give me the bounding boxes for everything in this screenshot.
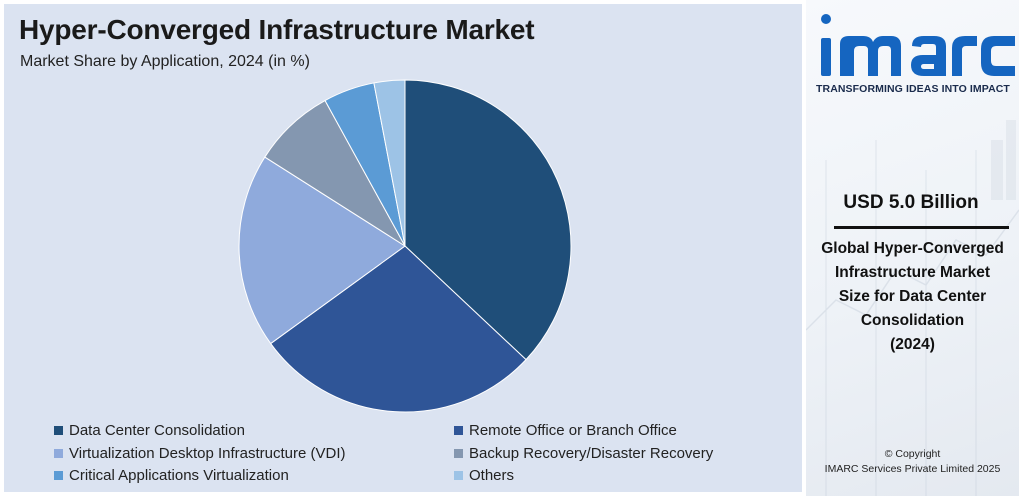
chart-panel: Hyper-Converged Infrastructure Market Ma… bbox=[4, 4, 802, 492]
divider bbox=[834, 226, 1009, 229]
legend-item: Backup Recovery/Disaster Recovery bbox=[454, 445, 713, 462]
caption-line: Global Hyper-Converged bbox=[821, 240, 1004, 257]
chart-title: Hyper-Converged Infrastructure Market bbox=[19, 14, 535, 45]
caption-line: Consolidation bbox=[860, 312, 965, 329]
copyright: © Copyright IMARC Services Private Limit… bbox=[806, 447, 1019, 477]
caption-line: Infrastructure Market bbox=[834, 264, 991, 281]
caption-line: Size for Data Center bbox=[838, 288, 987, 305]
background-chart-decoration bbox=[806, 120, 1019, 496]
legend-item: Others bbox=[454, 467, 514, 484]
legend-item: Virtualization Desktop Infrastructure (V… bbox=[54, 445, 346, 462]
market-value: USD 5.0 Billion bbox=[843, 192, 979, 213]
legend-label: Remote Office or Branch Office bbox=[469, 422, 677, 439]
logo-tagline: TRANSFORMING IDEAS INTO IMPACT bbox=[816, 83, 1010, 95]
sidebar: TRANSFORMING IDEAS INTO IMPACT USD 5.0 B… bbox=[806, 0, 1019, 496]
legend-swatch bbox=[54, 448, 63, 458]
legend-item: Critical Applications Virtualization bbox=[54, 467, 289, 484]
legend-swatch bbox=[454, 426, 463, 435]
legend-label: Others bbox=[469, 467, 515, 484]
legend-item: Remote Office or Branch Office bbox=[454, 422, 677, 439]
caption-line: (2024) bbox=[890, 336, 935, 353]
pie-slice-virtualization-desktop-infrastructure-vdi bbox=[238, 156, 406, 345]
copyright-line: IMARC Services Private Limited 2025 bbox=[824, 463, 1001, 475]
legend-label: Data Center Consolidation bbox=[69, 422, 245, 439]
pie-slice-others bbox=[373, 79, 406, 247]
legend-item: Data Center Consolidation bbox=[54, 422, 245, 439]
legend-label: Virtualization Desktop Infrastructure (V… bbox=[69, 444, 346, 462]
legend-swatch bbox=[454, 471, 463, 480]
market-caption: Global Hyper-Converged Infrastructure Ma… bbox=[806, 237, 1019, 357]
pie-slice-data-center-consolidation bbox=[404, 79, 572, 361]
legend-swatch bbox=[454, 448, 463, 458]
copyright-line: © Copyright bbox=[884, 448, 941, 460]
pie-chart bbox=[238, 79, 572, 413]
legend-swatch bbox=[54, 471, 63, 480]
imarc-logo bbox=[821, 14, 1015, 76]
chart-subtitle: Market Share by Application, 2024 (in %) bbox=[20, 53, 310, 70]
pie-slice-remote-office-or-branch-office bbox=[270, 245, 527, 413]
legend-label: Backup Recovery/Disaster Recovery bbox=[469, 444, 714, 462]
legend-swatch bbox=[54, 426, 63, 435]
legend-label: Critical Applications Virtualization bbox=[69, 467, 289, 484]
